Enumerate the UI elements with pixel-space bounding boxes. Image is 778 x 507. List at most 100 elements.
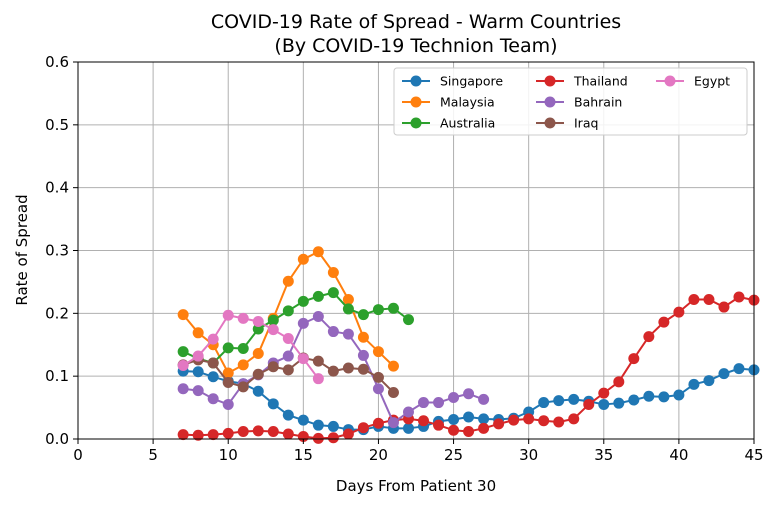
data-point (402, 406, 414, 418)
data-point (297, 253, 309, 265)
data-point (372, 417, 384, 429)
x-tick-label: 10 (219, 446, 238, 464)
x-tick-label: 5 (148, 446, 158, 464)
data-point (342, 328, 354, 340)
data-point (433, 419, 445, 431)
series-australia (177, 287, 414, 369)
series-layer (177, 246, 760, 444)
data-point (312, 373, 324, 385)
data-point (297, 353, 309, 365)
data-point (312, 310, 324, 322)
data-point (342, 428, 354, 440)
data-point (282, 409, 294, 421)
data-point (508, 414, 520, 426)
legend-item-bahrain: Bahrain (536, 95, 622, 110)
data-point (207, 357, 219, 369)
x-tick-label: 40 (669, 446, 688, 464)
data-point (688, 378, 700, 390)
x-tick-label: 15 (294, 446, 313, 464)
data-point (357, 309, 369, 321)
data-point (177, 309, 189, 321)
data-point (372, 346, 384, 358)
data-point (658, 391, 670, 403)
data-point (478, 422, 490, 434)
data-point (177, 383, 189, 395)
data-point (267, 324, 279, 336)
data-point (267, 398, 279, 410)
data-point (312, 246, 324, 258)
data-point (433, 397, 445, 409)
data-point (733, 363, 745, 375)
legend-box (393, 67, 748, 136)
data-point (688, 294, 700, 306)
x-tick-label: 30 (519, 446, 538, 464)
data-point (222, 376, 234, 388)
legend-swatch-marker (410, 96, 422, 108)
legend-item-iraq: Iraq (536, 116, 598, 131)
data-point (252, 425, 264, 437)
data-point (252, 348, 264, 360)
chart-title: COVID-19 Rate of Spread - Warm Countries (211, 11, 621, 33)
data-point (342, 294, 354, 306)
data-point (357, 422, 369, 434)
data-point (267, 361, 279, 373)
data-point (628, 394, 640, 406)
data-point (237, 343, 249, 355)
data-point (237, 425, 249, 437)
series-thailand (177, 291, 760, 444)
legend-label: Singapore (440, 74, 503, 89)
series-singapore (177, 363, 760, 436)
data-point (327, 432, 339, 444)
x-tick-label: 25 (444, 446, 463, 464)
data-point (237, 381, 249, 393)
legend-swatch-marker (544, 75, 556, 87)
legend-item-singapore: Singapore (402, 74, 503, 89)
data-point (282, 364, 294, 376)
legend-label: Australia (440, 116, 495, 131)
data-point (372, 371, 384, 383)
data-point (252, 316, 264, 328)
x-tick-label: 0 (73, 446, 83, 464)
data-point (222, 427, 234, 439)
data-point (718, 301, 730, 313)
data-point (207, 429, 219, 441)
legend-label: Egypt (694, 74, 730, 89)
data-point (252, 385, 264, 397)
data-point (448, 392, 460, 404)
data-point (628, 353, 640, 365)
legend-label: Bahrain (574, 95, 622, 110)
data-point (372, 383, 384, 395)
legend-label: Iraq (574, 116, 598, 131)
data-point (598, 398, 610, 410)
legend: Singapore Malaysia Australia Thailand Bahrai… (393, 67, 748, 136)
data-point (192, 327, 204, 339)
data-point (297, 414, 309, 426)
data-point (643, 331, 655, 343)
data-point (312, 355, 324, 367)
data-point (673, 306, 685, 318)
data-point (327, 266, 339, 278)
data-point (192, 385, 204, 397)
data-point (387, 417, 399, 429)
legend-item-australia: Australia (402, 116, 495, 131)
data-point (643, 390, 655, 402)
data-point (418, 397, 430, 409)
data-point (267, 314, 279, 326)
data-point (222, 342, 234, 354)
data-point (312, 432, 324, 444)
data-point (448, 424, 460, 436)
data-point (448, 414, 460, 426)
data-point (177, 429, 189, 441)
legend-label: Thailand (573, 74, 628, 89)
data-point (297, 317, 309, 329)
data-point (733, 291, 745, 303)
data-point (493, 418, 505, 430)
data-point (282, 275, 294, 287)
data-point (703, 294, 715, 306)
ticks: 0 5 10 15 20 25 30 35 40 45 0.0 0.1 0.2 0.3 0.4 0.5 0.6 (45, 53, 763, 464)
data-point (673, 389, 685, 401)
data-point (267, 425, 279, 437)
data-point (327, 420, 339, 432)
data-point (192, 366, 204, 378)
y-axis-label: Rate of Spread (13, 194, 31, 305)
